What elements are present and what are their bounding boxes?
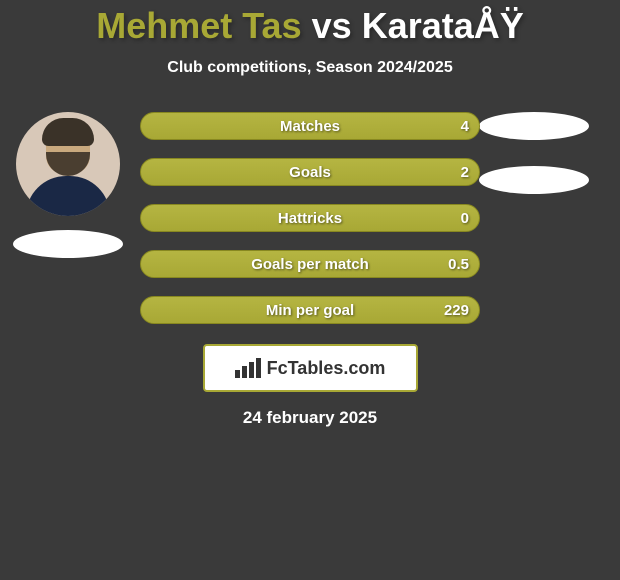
stats-container: Matches 4 Goals 2 Hattricks 0 Goals per … xyxy=(140,112,480,428)
stat-value-p1: 4 xyxy=(461,118,469,135)
stat-row: Hattricks 0 xyxy=(140,204,480,232)
stat-value-p1: 0.5 xyxy=(448,256,469,273)
player1-avatar xyxy=(16,112,120,216)
stat-label: Goals per match xyxy=(251,256,369,273)
branding-badge[interactable]: FcTables.com xyxy=(203,344,418,392)
player-right-panel xyxy=(474,112,594,194)
player2-name-ellipse-2 xyxy=(479,166,589,194)
stat-value-p1: 229 xyxy=(444,302,469,319)
stat-value-p1: 0 xyxy=(461,210,469,227)
player1-name-ellipse xyxy=(13,230,123,258)
stat-row: Goals 2 xyxy=(140,158,480,186)
stat-label: Hattricks xyxy=(278,210,342,227)
subtitle: Club competitions, Season 2024/2025 xyxy=(0,59,620,77)
bar-chart-icon xyxy=(235,358,261,378)
stat-label: Matches xyxy=(280,118,340,135)
player1-name: Mehmet Tas xyxy=(96,5,301,46)
branding-text: FcTables.com xyxy=(267,358,386,379)
player2-name: KarataÅŸ xyxy=(362,5,524,46)
stat-value-p1: 2 xyxy=(461,164,469,181)
date-text: 24 february 2025 xyxy=(140,408,480,428)
stat-row: Min per goal 229 xyxy=(140,296,480,324)
vs-text: vs xyxy=(312,5,352,46)
stat-label: Min per goal xyxy=(266,302,354,319)
player2-name-ellipse-1 xyxy=(479,112,589,140)
stat-row: Goals per match 0.5 xyxy=(140,250,480,278)
stat-label: Goals xyxy=(289,164,331,181)
player-left-panel xyxy=(8,112,128,258)
comparison-title: Mehmet Tas vs KarataÅŸ xyxy=(0,0,620,47)
stat-row: Matches 4 xyxy=(140,112,480,140)
